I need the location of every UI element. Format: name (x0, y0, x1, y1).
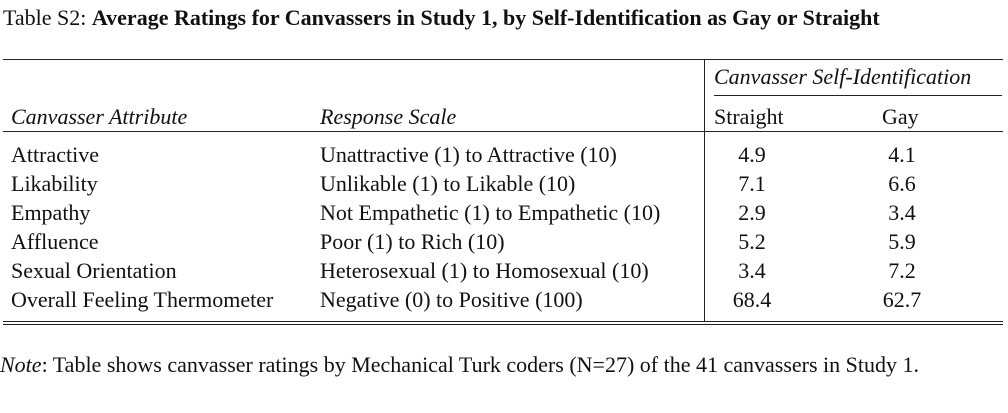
header-gay: Gay (882, 104, 919, 129)
cell-scale: Unlikable (1) to Likable (10) (320, 171, 576, 196)
cell-straight: 68.4 (732, 287, 772, 312)
cell-scale: Poor (1) to Rich (10) (320, 229, 505, 254)
cell-gay: 3.4 (888, 200, 916, 225)
header-straight: Straight (714, 104, 784, 129)
cell-attribute: Affluence (11, 229, 99, 254)
cell-straight: 5.2 (738, 229, 766, 254)
cell-scale: Not Empathetic (1) to Empathetic (10) (320, 200, 661, 225)
table-caption: Table S2: Average Ratings for Canvassers… (3, 5, 880, 31)
group-header-rule (714, 95, 1002, 96)
cell-straight: 3.4 (738, 258, 766, 283)
cell-gay: 6.6 (888, 171, 916, 196)
cell-gay: 7.2 (888, 258, 916, 283)
cell-attribute: Likability (11, 171, 98, 196)
cell-attribute: Attractive (11, 142, 99, 167)
header-rule (3, 131, 1003, 132)
cell-attribute: Sexual Orientation (11, 258, 177, 283)
cell-attribute: Overall Feeling Thermometer (11, 287, 274, 312)
cell-straight: 2.9 (738, 200, 766, 225)
cell-scale: Unattractive (1) to Attractive (10) (320, 142, 617, 167)
cell-gay: 5.9 (888, 229, 916, 254)
top-rule (3, 59, 1003, 60)
note-label: Note (0, 352, 42, 377)
note-text: : Table shows canvasser ratings by Mecha… (41, 352, 920, 377)
bottom-rule (3, 321, 1003, 322)
cell-attribute: Empathy (11, 200, 91, 225)
cell-gay: 4.1 (888, 142, 916, 167)
cell-scale: Heterosexual (1) to Homosexual (10) (320, 258, 649, 283)
column-divider (704, 59, 705, 321)
group-header: Canvasser Self-Identification (714, 64, 972, 89)
cell-scale: Negative (0) to Positive (100) (320, 287, 583, 312)
caption-label: Table S2: (3, 5, 87, 30)
table-note: Note: Table shows canvasser ratings by M… (0, 350, 985, 379)
header-attribute: Canvasser Attribute (11, 104, 188, 129)
bottom-rule-double (3, 324, 1003, 325)
cell-gay: 62.7 (882, 287, 922, 312)
caption-title: Average Ratings for Canvassers in Study … (91, 5, 880, 30)
cell-straight: 4.9 (738, 142, 766, 167)
header-scale: Response Scale (320, 104, 457, 129)
cell-straight: 7.1 (738, 171, 766, 196)
